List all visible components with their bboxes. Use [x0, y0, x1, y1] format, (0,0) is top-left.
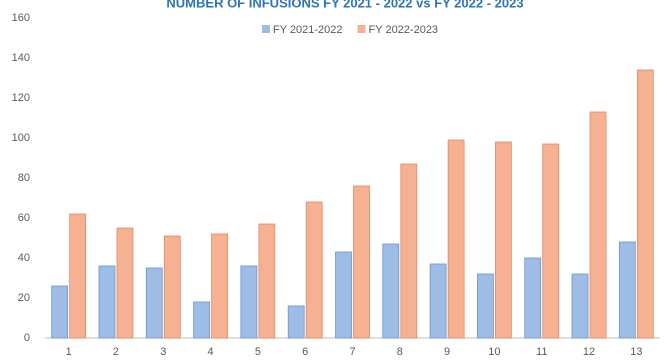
- legend-swatch: [262, 25, 270, 33]
- bar: [287, 305, 305, 339]
- x-tick-label: 10: [488, 346, 500, 358]
- x-tick-label: 5: [255, 346, 261, 358]
- bar: [305, 201, 323, 339]
- bar: [98, 265, 116, 339]
- y-tick-label: 100: [12, 132, 30, 144]
- bar: [400, 163, 418, 339]
- x-tick-label: 9: [444, 346, 450, 358]
- bar: [258, 223, 276, 339]
- bar: [495, 141, 512, 339]
- bar: [211, 233, 228, 339]
- bar: [447, 139, 465, 339]
- y-tick-label: 140: [12, 52, 30, 64]
- bar: [51, 285, 69, 339]
- x-tick-label: 12: [583, 346, 595, 358]
- x-tick-label: 11: [536, 346, 547, 358]
- x-tick-label: 8: [397, 346, 403, 358]
- legend-swatch: [357, 25, 366, 33]
- bar: [69, 213, 87, 339]
- x-tick-label: 13: [630, 346, 642, 358]
- bar: [193, 301, 210, 339]
- bar: [571, 273, 589, 339]
- y-tick-label: 0: [24, 332, 30, 344]
- x-tick-label: 6: [302, 346, 308, 358]
- x-tick-label: 2: [113, 346, 119, 358]
- bar: [589, 111, 607, 339]
- chart-title: NUMBER OF INFUSIONS FY 2021 - 2022 vs FY…: [166, 0, 523, 10]
- bar: [429, 263, 447, 339]
- bar: [636, 69, 654, 339]
- bar: [382, 243, 400, 339]
- bar: [477, 273, 494, 339]
- bar: [163, 235, 181, 339]
- x-tick-label: 3: [160, 346, 166, 358]
- x-tick-label: 1: [66, 346, 72, 358]
- y-tick-label: 80: [18, 172, 30, 184]
- x-tick-label: 4: [208, 346, 214, 358]
- y-tick-label: 160: [12, 12, 30, 24]
- bar: [353, 185, 370, 339]
- y-tick-label: 40: [18, 252, 30, 264]
- bar: [116, 227, 134, 339]
- legend-label: FY 2022-2023: [369, 24, 439, 36]
- bar: [145, 267, 163, 339]
- bar: [335, 251, 352, 339]
- bar: [524, 257, 542, 339]
- y-tick-label: 20: [18, 292, 30, 304]
- bar: [542, 143, 560, 339]
- bar: [618, 241, 636, 339]
- y-tick-label: 120: [12, 92, 30, 104]
- x-tick-label: 7: [349, 346, 355, 358]
- legend-label: FY 2021-2022: [273, 24, 343, 36]
- y-tick-label: 60: [18, 212, 30, 224]
- bar: [240, 265, 258, 339]
